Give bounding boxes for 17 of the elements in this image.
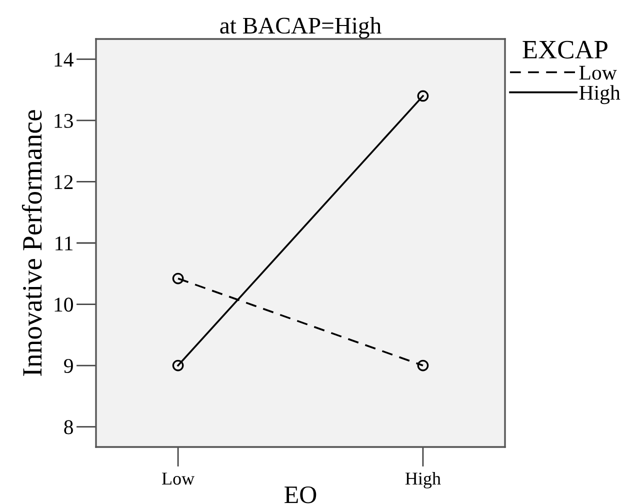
point [417, 90, 429, 102]
point [172, 360, 184, 372]
point [417, 360, 429, 372]
point [172, 272, 184, 284]
y-tick-label: 11 [56, 236, 73, 250]
y-tick-label: 8 [64, 420, 73, 434]
y-tick-label: 14 [54, 52, 74, 66]
legend-title: EXCAP [522, 40, 608, 59]
y-tick-label: 9 [64, 358, 73, 373]
legend-label: High [579, 85, 620, 104]
chart-title: at BACAP=High [220, 17, 382, 39]
y-tick-label: 13 [54, 114, 73, 128]
x-axis-title: EO [284, 486, 316, 504]
y-tick-label: 12 [54, 175, 73, 189]
legend-label: Low [579, 66, 617, 80]
y-tick-label: 10 [54, 298, 73, 312]
y-axis-title: Innovative Performance [22, 110, 42, 376]
